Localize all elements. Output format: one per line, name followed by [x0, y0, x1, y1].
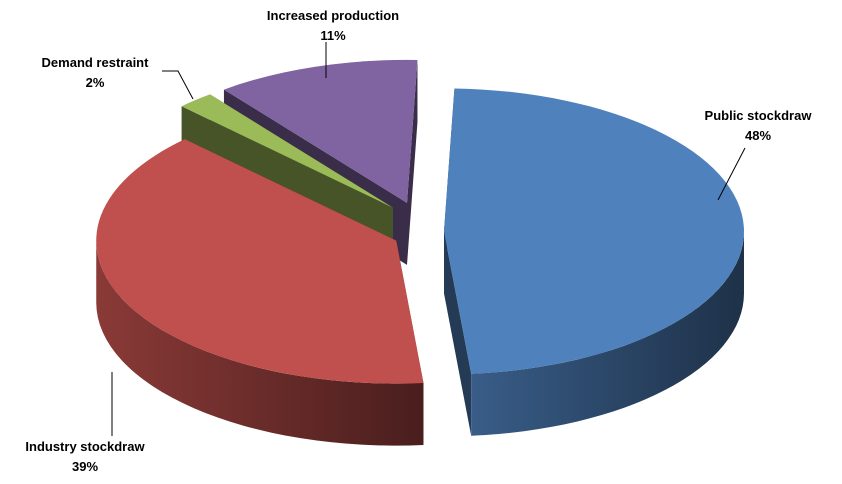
slice-label-industry-stockdraw: Industry stockdraw — [25, 439, 145, 454]
slice-outer-wall-public-stockdraw-0 — [471, 231, 744, 436]
slice-percent-public-stockdraw: 48% — [745, 128, 771, 143]
slice-percent-increased-production: 11% — [320, 28, 346, 43]
slice-top-public-stockdraw — [443, 88, 744, 374]
slice-percent-demand-restraint: 2% — [86, 75, 105, 90]
slice-top-demand-restraint — [181, 94, 393, 208]
slice-outer-wall-industry-stockdraw-0 — [96, 240, 424, 446]
slice-label-increased-production: Increased production — [267, 8, 399, 23]
slice-label-public-stockdraw: Public stockdraw — [705, 108, 813, 123]
slice-label-demand-restraint: Demand restraint — [42, 55, 150, 70]
slice-public-stockdraw — [443, 88, 744, 436]
slice-top-industry-stockdraw — [96, 139, 424, 384]
slice-inner-wall-increased-production-1 — [406, 59, 418, 265]
slice-top-increased-production — [223, 59, 418, 203]
slice-inner-wall-public-stockdraw-1 — [443, 231, 472, 436]
slice-industry-stockdraw — [96, 139, 424, 446]
leader-line-demand-restraint — [162, 70, 194, 100]
slice-percent-industry-stockdraw: 39% — [72, 459, 98, 474]
leader-line-public-stockdraw — [717, 147, 746, 201]
